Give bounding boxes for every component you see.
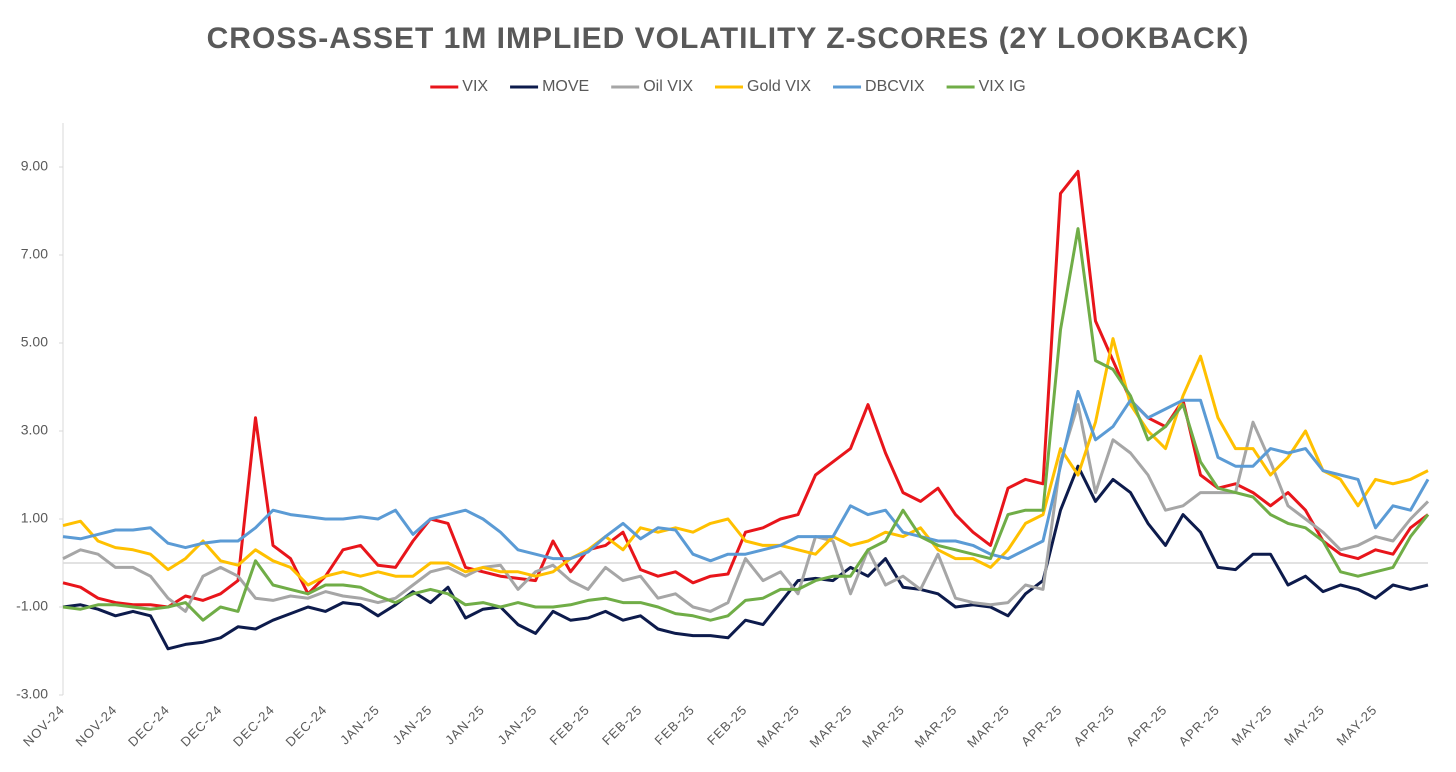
y-tick-label: 9.00 <box>21 158 48 174</box>
series-line <box>62 403 1430 613</box>
y-tick-label: 5.00 <box>21 334 48 350</box>
x-tick-label: DEC-24 <box>177 702 225 750</box>
x-tick-label: MAR-25 <box>859 702 908 751</box>
x-tick-label: NOV-24 <box>20 702 68 750</box>
series-line <box>62 464 1429 651</box>
x-tick-label: NOV-24 <box>72 702 120 750</box>
x-tick-label: APR-25 <box>1123 702 1170 749</box>
x-tick-label: MAY-25 <box>1229 702 1276 749</box>
x-tick-label: MAR-25 <box>964 702 1013 751</box>
x-tick-label: APR-25 <box>1176 702 1223 749</box>
series-line <box>62 169 1429 609</box>
x-tick-label: JAN-25 <box>337 702 383 748</box>
x-tick-label: JAN-25 <box>495 702 541 748</box>
x-tick-label: DEC-24 <box>282 702 330 750</box>
series-line <box>62 389 1430 563</box>
y-tick-label: -1.00 <box>16 598 48 614</box>
legend: VIX MOVE Oil VIX Gold VIX DBCVIX VIX IG <box>430 78 1026 95</box>
legend-label: VIX <box>462 78 488 95</box>
x-tick-label: FEB-25 <box>599 702 645 748</box>
y-tick-label: 3.00 <box>21 422 48 438</box>
y-tick-label: 7.00 <box>21 246 48 262</box>
x-tick-label: FEB-25 <box>704 702 750 748</box>
x-tick-label: APR-25 <box>1018 702 1065 749</box>
x-tick-label: MAY-25 <box>1334 702 1381 749</box>
y-tick-label: -3.00 <box>16 686 48 702</box>
legend-label: Gold VIX <box>747 78 811 95</box>
x-tick-label: MAY-25 <box>1281 702 1328 749</box>
legend-label: Oil VIX <box>643 78 693 95</box>
x-tick-label: FEB-25 <box>652 702 698 748</box>
x-tick-label: DEC-24 <box>125 702 173 750</box>
x-tick-label: MAR-25 <box>911 702 960 751</box>
x-tick-label: FEB-25 <box>547 702 593 748</box>
legend-label: VIX IG <box>979 78 1026 95</box>
legend-label: DBCVIX <box>865 78 925 95</box>
x-tick-label: MAR-25 <box>754 702 803 751</box>
x-tick-label: DEC-24 <box>230 702 278 750</box>
x-tick-label: MAR-25 <box>806 702 855 751</box>
y-tick-label: 1.00 <box>21 510 48 526</box>
x-tick-label: JAN-25 <box>390 702 436 748</box>
chart-title: CROSS-ASSET 1M IMPLIED VOLATILITY Z-SCOR… <box>207 22 1250 55</box>
x-tick-label: APR-25 <box>1071 702 1118 749</box>
x-tick-label: JAN-25 <box>442 702 488 748</box>
series-line <box>62 337 1429 587</box>
legend-label: MOVE <box>542 78 589 95</box>
series-line <box>62 227 1430 622</box>
